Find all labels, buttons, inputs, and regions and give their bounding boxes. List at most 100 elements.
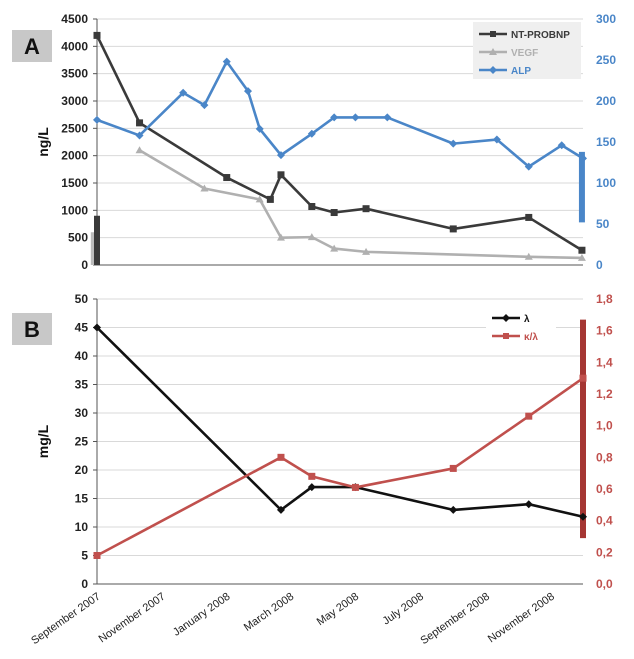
y-right-tick-label: 1,0 — [596, 419, 613, 433]
series-line — [96, 377, 584, 557]
data-point — [524, 500, 533, 509]
data-point — [351, 113, 360, 122]
y-left-axis-label: ng/L — [35, 127, 51, 157]
legend-swatch-marker — [489, 66, 497, 74]
data-point — [277, 453, 285, 461]
y-left-tick-label: 35 — [75, 378, 89, 392]
data-point — [307, 483, 316, 492]
data-point — [244, 87, 253, 96]
data-point — [330, 244, 339, 252]
legend-entry-label: VEGF — [511, 48, 538, 59]
data-point — [579, 374, 587, 382]
panel-a: 0 500 1000 1500 2000 2500 3000 3500 4000 4500 0 50 1… — [12, 12, 634, 272]
y-right-tick-label: 0,8 — [596, 450, 613, 464]
y-left-tick-label: 2500 — [61, 121, 88, 135]
data-point — [307, 129, 316, 138]
y-right-tick-label: 1,8 — [596, 292, 613, 306]
legend-entry-label: NT-PROBNP — [511, 30, 570, 41]
y-right-tick-label: 200 — [596, 94, 616, 108]
data-point — [200, 184, 209, 192]
data-point — [578, 246, 586, 254]
series-line — [138, 149, 582, 260]
data-point — [362, 205, 370, 213]
y-left-tick-label: 2000 — [61, 149, 88, 163]
legend-entry-label: κ/λ — [524, 332, 538, 343]
data-point — [135, 131, 144, 140]
x-tick-label: November 2008 — [486, 591, 557, 646]
y-right-tick-label: 250 — [596, 53, 616, 67]
x-tick-label: September 2007 — [29, 591, 103, 647]
data-point — [525, 412, 533, 420]
panel-letter-box — [12, 30, 52, 62]
data-point — [449, 225, 457, 233]
y-right-tick-label: 50 — [596, 217, 610, 231]
data-point — [524, 162, 533, 171]
data-point — [362, 247, 371, 255]
y-left-tick-label: 40 — [75, 349, 89, 363]
y-left-tick-label: 0 — [81, 577, 88, 591]
legend-swatch-marker — [502, 314, 510, 322]
y-left-axis-label: mg/L — [35, 424, 51, 458]
data-point — [383, 113, 392, 122]
data-point — [492, 135, 501, 144]
data-point — [307, 233, 316, 241]
data-point — [330, 209, 338, 217]
data-point — [136, 119, 144, 127]
y-right-tick-label: 1,4 — [596, 355, 613, 369]
y-left-tick-label: 45 — [75, 321, 89, 335]
y-left-tick-label: 30 — [75, 406, 89, 420]
y-left-tick-label: 10 — [75, 520, 89, 534]
data-point — [524, 252, 533, 260]
y-right-tick-label: 0,2 — [596, 545, 613, 559]
y-right-tick-label: 0,0 — [596, 577, 613, 591]
data-point — [135, 146, 144, 154]
data-point — [330, 113, 339, 122]
y-left-tick-label: 5 — [81, 549, 88, 563]
data-point — [277, 171, 285, 179]
data-point — [93, 323, 101, 332]
data-point — [222, 57, 231, 66]
data-point — [449, 464, 457, 472]
data-point — [449, 505, 458, 514]
y-right-tick-label: 100 — [596, 176, 616, 190]
data-point — [308, 203, 316, 211]
y-left-tick-label: 50 — [75, 292, 89, 306]
y-right-tick-label: 300 — [596, 12, 616, 26]
legend-swatch-marker — [503, 333, 509, 339]
data-point — [449, 139, 458, 148]
y-left-tick-label: 3500 — [61, 67, 88, 81]
legend-swatch-marker — [489, 48, 497, 55]
y-right-tick-label: 0,6 — [596, 482, 613, 496]
data-point — [557, 141, 566, 150]
y-left-tick-label: 15 — [75, 492, 89, 506]
panel-letter-box — [12, 313, 52, 345]
data-point — [577, 253, 586, 261]
y-left-tick-label: 1500 — [61, 176, 88, 190]
data-point — [308, 472, 316, 480]
legend-entry-label: ALP — [511, 66, 531, 77]
y-right-tick-label: 1,2 — [596, 387, 613, 401]
data-point — [276, 505, 285, 514]
legend-entry-label: λ — [524, 314, 530, 325]
panel-letter: B — [24, 317, 40, 342]
data-point — [93, 31, 101, 39]
data-point — [579, 154, 587, 163]
legend-swatch-marker — [490, 31, 496, 37]
y-left-tick-label: 4500 — [61, 12, 88, 26]
x-tick-label: March 2008 — [242, 591, 296, 634]
y-right-tick-label: 0,4 — [596, 514, 613, 528]
y-right-tick-label: 1,6 — [596, 324, 613, 338]
data-point — [266, 195, 274, 203]
y-left-tick-label: 1000 — [61, 203, 88, 217]
data-point — [255, 195, 264, 203]
data-point — [276, 151, 285, 160]
y-right-tick-label: 150 — [596, 135, 616, 149]
panel-b: 0 5 10 15 20 25 30 35 40 45 50 0,0 0,2 0,4 0,6 0,8 1,0 1,… — [12, 292, 613, 591]
panel-letter: A — [24, 34, 40, 59]
data-point — [200, 101, 209, 110]
data-point — [579, 512, 587, 521]
y-left-tick-label: 500 — [68, 231, 88, 245]
x-tick-label: July 2008 — [381, 591, 426, 628]
y-left-tick-label: 20 — [75, 463, 89, 477]
